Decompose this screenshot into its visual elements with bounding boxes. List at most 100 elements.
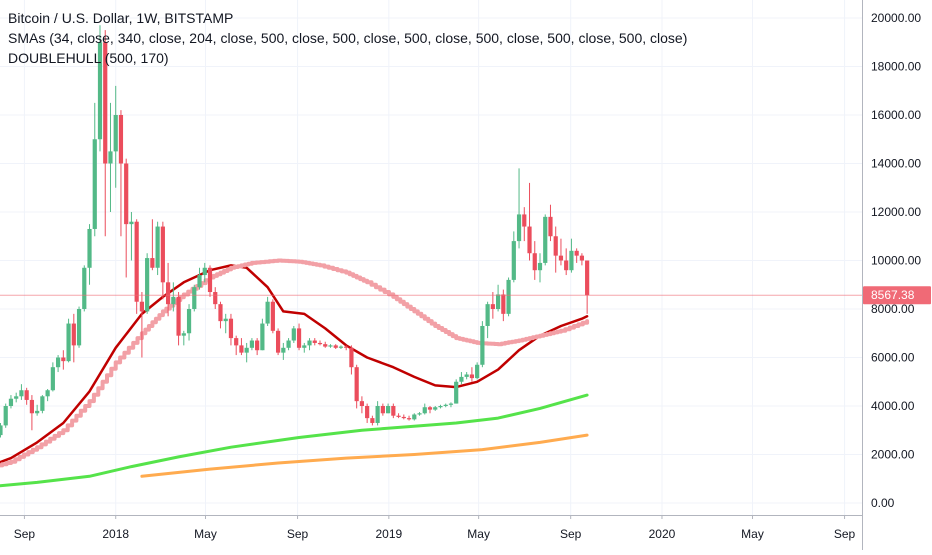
candle-body	[464, 374, 469, 377]
candle-body	[87, 228, 92, 268]
candle-body	[249, 340, 255, 348]
candle-body	[275, 330, 281, 353]
y-tick-label: 4000.00	[871, 399, 915, 413]
candle-body	[548, 216, 553, 237]
candle-body	[202, 267, 207, 276]
candle-body	[124, 163, 129, 225]
candle-body	[103, 42, 108, 164]
candle-body	[171, 296, 176, 305]
y-tick-label: 8000.00	[871, 302, 915, 316]
candle-body	[564, 260, 569, 271]
candle-body	[585, 260, 590, 296]
candle-body	[417, 413, 422, 415]
candle-body	[61, 357, 66, 362]
candle-body	[511, 241, 516, 280]
candle-body	[579, 255, 585, 261]
candle-body	[323, 344, 328, 347]
x-tick-label: May	[741, 527, 764, 541]
y-tick-label: 18000.00	[871, 60, 921, 74]
candle-body	[176, 296, 181, 336]
x-tick-label: Sep	[834, 527, 856, 541]
candle-body	[165, 282, 171, 305]
candle-body	[82, 267, 87, 309]
x-tick-label: Sep	[560, 527, 582, 541]
candle-body	[192, 287, 197, 309]
candle-body	[234, 338, 239, 346]
candle-body	[427, 407, 433, 410]
y-tick-label: 14000.00	[871, 157, 921, 171]
last-price-label: 8567.38	[871, 288, 915, 302]
candle-body	[537, 262, 543, 271]
candle-body	[260, 323, 265, 351]
candle-body	[265, 301, 270, 324]
candle-body	[197, 275, 202, 288]
candle-body	[391, 406, 396, 416]
y-tick-label: 12000.00	[871, 205, 921, 219]
candle-body	[558, 255, 564, 261]
candle-body	[328, 345, 333, 347]
x-tick-label: Sep	[14, 527, 36, 541]
candle-body	[385, 406, 391, 414]
candle-body	[501, 294, 506, 314]
candle-body	[553, 236, 558, 256]
candle-body	[406, 418, 412, 420]
candle-body	[433, 407, 438, 410]
candle-body	[281, 347, 286, 353]
candle-body	[155, 226, 160, 268]
candle-body	[291, 328, 296, 341]
candle-body	[145, 258, 150, 312]
x-tick-label: 2018	[102, 527, 129, 541]
candle-body	[92, 139, 97, 229]
candle-body	[412, 414, 417, 420]
axes: 20000.00 18000.00 16000.00 14000.00 12000.00…	[0, 0, 921, 550]
candle-body	[134, 221, 139, 302]
candle-body	[113, 115, 118, 152]
y-tick-label: 20000.00	[871, 11, 921, 25]
candle-body	[543, 216, 548, 263]
candle-body	[349, 347, 354, 368]
candle-body	[76, 309, 82, 346]
candle-body	[401, 416, 406, 419]
y-tick-label: 0.00	[871, 496, 895, 510]
indicator-line	[0, 258, 590, 468]
candle-body	[469, 374, 475, 379]
candle-body	[516, 214, 522, 242]
candle-body	[302, 345, 307, 348]
candle-body	[375, 406, 380, 423]
candle-body	[296, 328, 302, 348]
candle-body	[35, 410, 40, 414]
indicator-lines	[0, 258, 590, 488]
candle-body	[422, 407, 427, 414]
candle-body	[118, 115, 124, 164]
y-tick-label: 10000.00	[871, 254, 921, 268]
grid	[0, 0, 862, 515]
candle-body	[24, 390, 29, 400]
candle-body	[490, 304, 495, 309]
candle-body	[312, 340, 317, 343]
candle-body	[160, 226, 165, 283]
candle-body	[228, 318, 234, 339]
candle-body	[370, 418, 375, 423]
candle-body	[396, 415, 401, 417]
last-price-line: 8567.38	[0, 286, 931, 305]
candle-body	[19, 390, 24, 397]
candle-body	[454, 381, 459, 404]
x-tick-label: May	[194, 527, 217, 541]
candle-body	[270, 301, 275, 331]
candle-body	[45, 390, 50, 397]
x-tick-label: 2019	[375, 527, 402, 541]
candle-body	[506, 279, 511, 314]
candle-body	[0, 425, 3, 436]
candle-body	[207, 267, 213, 293]
candle-body	[286, 340, 291, 348]
candle-body	[218, 304, 223, 322]
candle-body	[317, 342, 323, 345]
candle-body	[129, 221, 134, 225]
candle-body	[71, 323, 76, 346]
candle-body	[97, 42, 103, 140]
candle-body	[527, 226, 532, 254]
candle-body	[239, 345, 244, 353]
candle-body	[480, 325, 485, 365]
